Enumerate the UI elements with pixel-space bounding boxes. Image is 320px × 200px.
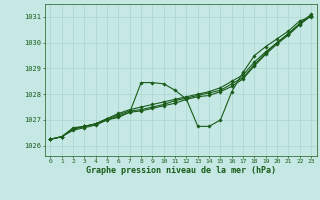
X-axis label: Graphe pression niveau de la mer (hPa): Graphe pression niveau de la mer (hPa) — [86, 166, 276, 175]
